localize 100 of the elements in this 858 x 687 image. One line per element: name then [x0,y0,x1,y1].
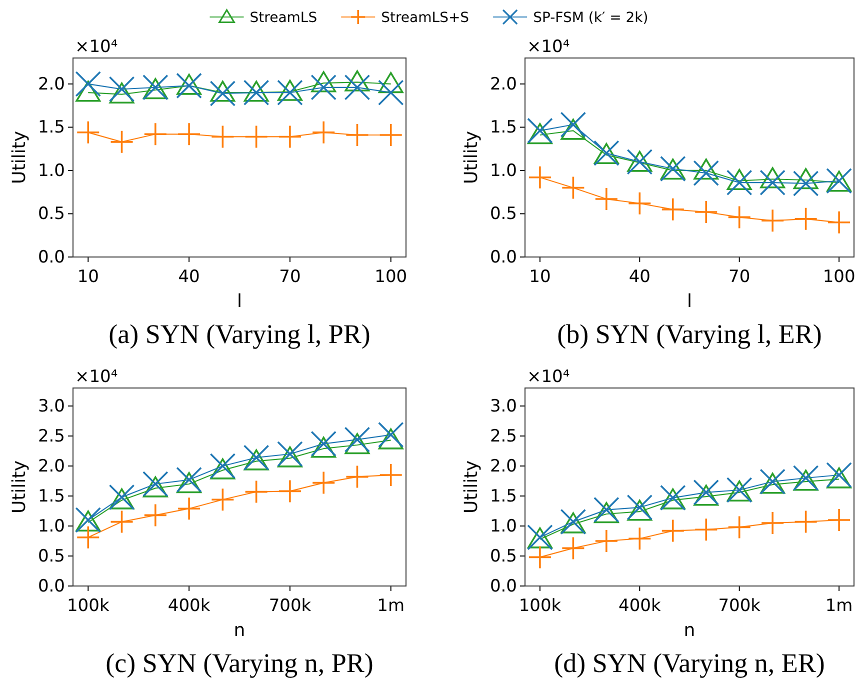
point [793,470,818,491]
point [694,158,719,180]
text: (a) SYN (Varying l, PR) [108,319,370,349]
point [628,192,651,214]
y-tick-label: 0.0 [38,576,65,596]
point [595,188,618,210]
y-tick-label: 2.0 [38,456,65,476]
point [695,201,718,224]
y-axis-title: Utility [461,460,482,514]
point [560,112,586,138]
point [144,123,166,146]
x-tick-label: 100 [374,267,408,287]
point [595,530,618,552]
y-tick-label: 1.0 [490,516,517,536]
point [528,546,551,568]
y-tick-label: 1.0 [38,160,65,181]
legend-label: SP-FSM (k′ = 2k) [533,10,648,26]
y-tick-label: 1.5 [38,486,65,506]
point [110,130,133,153]
y-tick-label: 2.5 [490,426,517,446]
point [628,528,651,550]
point [828,211,850,234]
x-tick-label: 1m [377,596,405,616]
x-tick-label: 70 [279,267,301,287]
y-tick-label: 1.5 [38,118,65,138]
point [144,504,166,526]
y-tick-label: 2.0 [38,74,65,94]
x-tick-label: 10 [529,267,551,287]
point [77,526,100,548]
point [693,480,720,506]
y-axis-title: Utility [9,460,30,514]
point [210,458,236,480]
point [108,76,135,102]
point [176,466,202,493]
point [794,208,817,230]
point [378,72,404,94]
point [527,118,553,144]
point [528,166,551,188]
point [75,71,102,97]
point [792,465,819,491]
point [344,426,370,452]
point [826,462,852,488]
point [344,433,370,454]
y-tick-label: 2.0 [490,74,517,94]
x-tick-label: 70 [728,267,750,287]
point [278,480,301,502]
point [212,488,234,511]
point [344,70,370,92]
x-tick-label: 100k [66,596,110,616]
text: (b) SYN (Varying l, ER) [557,319,822,349]
x-tick-label: 700k [268,596,312,616]
point [278,446,302,468]
y-tick-label: 0.0 [490,576,517,596]
point [760,170,786,196]
point [378,428,404,450]
point [693,160,720,186]
point [694,484,719,506]
x-tick-label: 10 [77,267,99,287]
y-tick-label: 0.0 [38,247,65,268]
point [210,453,236,479]
point [310,430,336,457]
point [695,518,718,541]
point [176,472,202,494]
text: ×10⁴ [75,37,118,57]
point [826,467,852,488]
y-tick-label: 1.5 [490,118,517,138]
y-tick-label: 1.5 [490,486,517,506]
point [278,80,302,101]
x-axis-title: n [234,620,246,641]
point [244,449,269,470]
point [311,71,336,92]
x-axis-title: l [686,291,692,312]
point [594,496,620,523]
point [626,494,653,520]
point [726,168,752,190]
x-axis-title: n [684,620,696,641]
point [310,74,336,100]
point [662,198,684,220]
y-axis-title: Utility [461,130,482,184]
point [793,168,818,190]
point [243,444,270,470]
point [142,476,168,498]
point [378,422,404,448]
x-tick-label: 400k [618,596,661,616]
point [244,80,269,102]
point [760,468,786,494]
text: ×10⁴ [527,37,570,57]
point [176,72,202,99]
legend-label: StreamLS+S [381,10,470,26]
text: ×10⁴ [527,367,570,387]
point [109,488,134,510]
x-tick-label: 40 [628,267,650,287]
point [594,502,619,524]
point [142,471,168,497]
point [77,121,100,144]
point [277,441,303,467]
point [760,167,786,188]
x-tick-label: 100k [518,596,562,616]
y-tick-label: 3.0 [38,396,65,416]
point [792,170,819,196]
